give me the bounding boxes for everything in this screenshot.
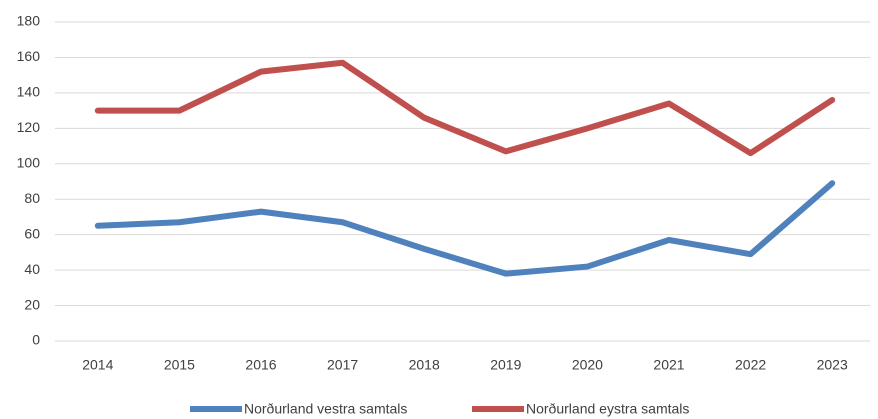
legend-label: Norðurland eystra samtals: [526, 401, 689, 417]
y-tick-label: 0: [32, 332, 40, 348]
x-tick-label: 2015: [164, 357, 195, 373]
x-tick-label: 2017: [327, 357, 358, 373]
x-tick-label: 2022: [735, 357, 766, 373]
legend-label: Norðurland vestra samtals: [244, 401, 407, 417]
y-tick-label: 40: [24, 261, 40, 277]
y-tick-label: 160: [17, 48, 41, 64]
x-tick-label: 2018: [409, 357, 440, 373]
x-tick-label: 2023: [817, 357, 848, 373]
line-series: [94, 180, 836, 277]
line-series: [94, 59, 836, 157]
y-tick-label: 180: [17, 13, 41, 29]
y-tick-label: 140: [17, 84, 41, 100]
y-tick-label: 80: [24, 190, 40, 206]
x-tick-label: 2016: [245, 357, 276, 373]
x-tick-label: 2021: [653, 357, 684, 373]
y-tick-label: 100: [17, 154, 41, 170]
x-tick-label: 2020: [572, 357, 603, 373]
y-tick-label: 60: [24, 225, 40, 241]
x-tick-label: 2014: [82, 357, 113, 373]
x-tick-label: 2019: [490, 357, 521, 373]
y-tick-label: 20: [24, 296, 40, 312]
y-tick-label: 120: [17, 119, 41, 135]
